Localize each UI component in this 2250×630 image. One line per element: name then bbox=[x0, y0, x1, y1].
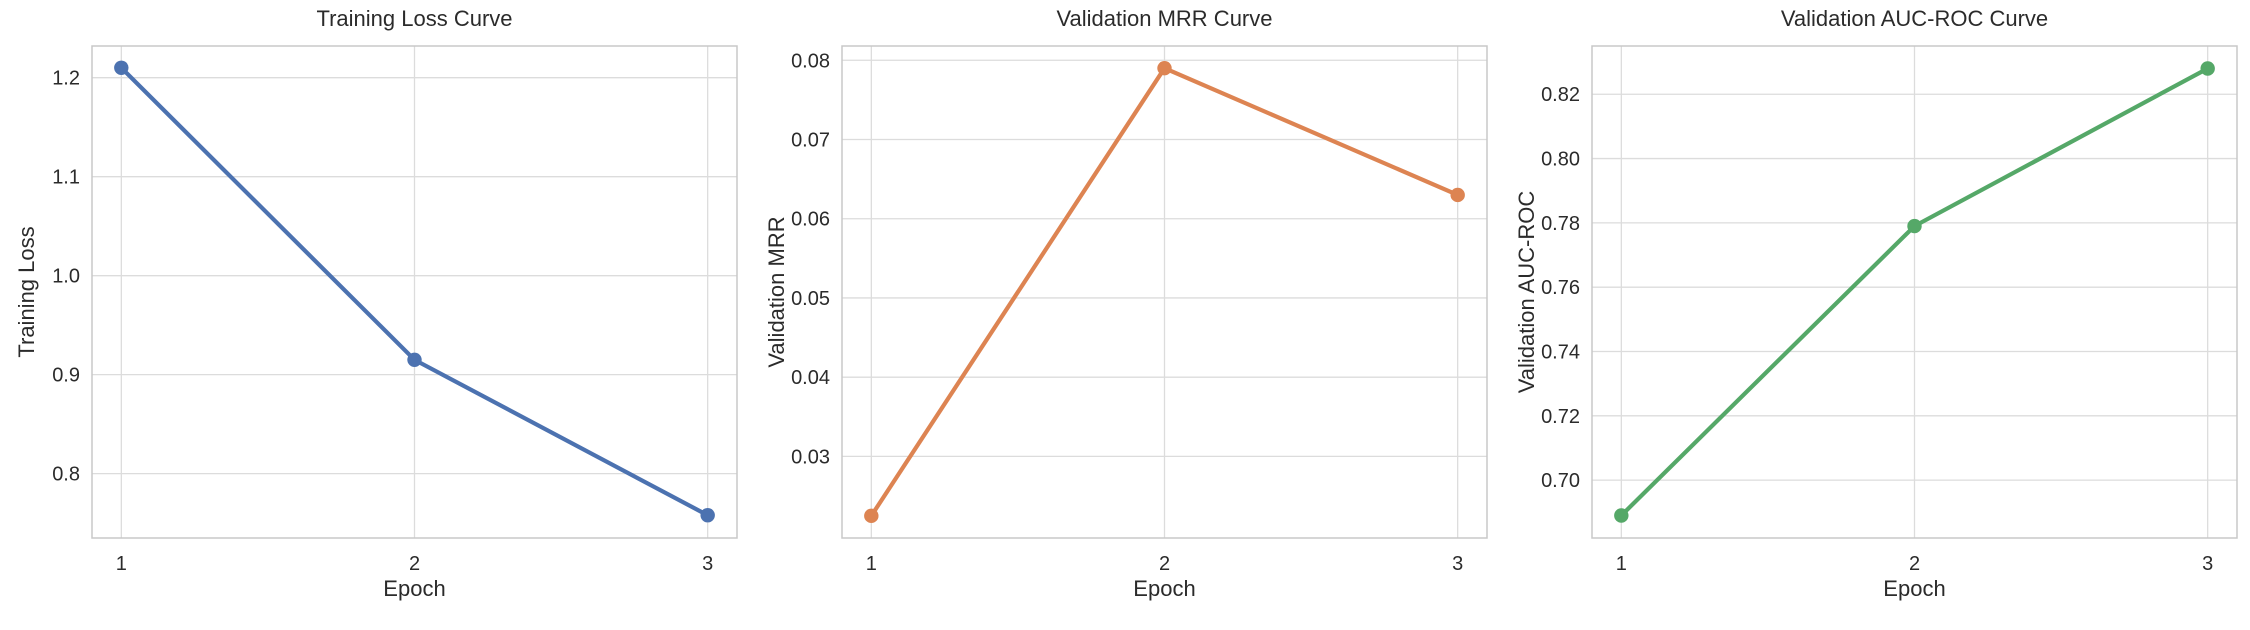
axes-spines bbox=[1591, 45, 2238, 539]
data-point bbox=[864, 508, 879, 524]
y-tick-label: 0.08 bbox=[791, 50, 830, 72]
x-axis-label: Epoch bbox=[1133, 576, 1196, 601]
y-tick-label: 0.76 bbox=[1541, 277, 1580, 299]
plot-area: 0.03 0.04 0.05 0.06 0.07 0.08 1 2 3 bbox=[791, 45, 1488, 575]
chart-validation-mrr: Validation MRR Curve Validation MRR 0.03… bbox=[750, 0, 1500, 630]
x-tick-label: 2 bbox=[409, 553, 420, 575]
y-tick-label: 1.2 bbox=[52, 68, 80, 90]
x-tick-label: 2 bbox=[1909, 553, 1920, 575]
y-tick-label: 0.07 bbox=[791, 129, 830, 151]
x-tick-label: 1 bbox=[1616, 553, 1627, 575]
data-point bbox=[2200, 61, 2215, 76]
x-axis-label: Epoch bbox=[383, 576, 446, 601]
y-tick-label: 0.9 bbox=[52, 365, 80, 387]
y-tick-label: 0.05 bbox=[791, 288, 830, 310]
data-point bbox=[1450, 187, 1465, 203]
x-tick-label: 1 bbox=[116, 553, 127, 575]
y-tick-label: 1.0 bbox=[52, 266, 80, 288]
x-tick-label: 2 bbox=[1159, 553, 1170, 575]
y-tick-label: 0.06 bbox=[791, 209, 830, 231]
chart-title: Training Loss Curve bbox=[316, 6, 513, 31]
y-tick-label: 0.80 bbox=[1541, 149, 1580, 171]
data-point bbox=[1907, 218, 1922, 234]
y-tick-label: 0.8 bbox=[52, 464, 80, 486]
chart-validation-auc-roc: Validation AUC-ROC Curve Validation AUC-… bbox=[1500, 0, 2250, 630]
data-point bbox=[407, 352, 422, 368]
y-tick-label: 0.82 bbox=[1541, 84, 1580, 106]
data-point bbox=[1157, 60, 1172, 76]
chart-training-loss: Training Loss Curve Training Loss 0.8 0.9… bbox=[0, 0, 750, 630]
y-tick-label: 0.72 bbox=[1541, 406, 1580, 428]
x-tick-label: 3 bbox=[2202, 553, 2213, 575]
axes-spines bbox=[841, 45, 1488, 539]
x-tick-label: 3 bbox=[1452, 553, 1463, 575]
y-tick-label: 0.03 bbox=[791, 446, 830, 468]
plot-area: 0.70 0.72 0.74 0.76 0.78 0.80 0.82 1 2 3 bbox=[1541, 45, 2238, 575]
data-point bbox=[114, 60, 129, 75]
y-tick-label: 0.74 bbox=[1541, 341, 1580, 363]
chart-title: Validation AUC-ROC Curve bbox=[1780, 6, 2049, 31]
x-tick-label: 3 bbox=[702, 553, 713, 575]
y-tick-label: 0.78 bbox=[1541, 213, 1580, 235]
y-tick-label: 0.70 bbox=[1541, 470, 1580, 492]
data-point bbox=[700, 508, 715, 523]
x-axis-label: Epoch bbox=[1883, 576, 1946, 601]
plot-area: 0.8 0.9 1.0 1.1 1.2 1 2 3 bbox=[52, 45, 738, 575]
data-point bbox=[1614, 508, 1629, 523]
y-tick-label: 1.1 bbox=[52, 167, 80, 189]
x-tick-label: 1 bbox=[866, 553, 877, 575]
chart-title: Validation MRR Curve bbox=[1056, 6, 1273, 31]
axes-spines bbox=[91, 45, 738, 539]
y-tick-label: 0.04 bbox=[791, 367, 830, 389]
